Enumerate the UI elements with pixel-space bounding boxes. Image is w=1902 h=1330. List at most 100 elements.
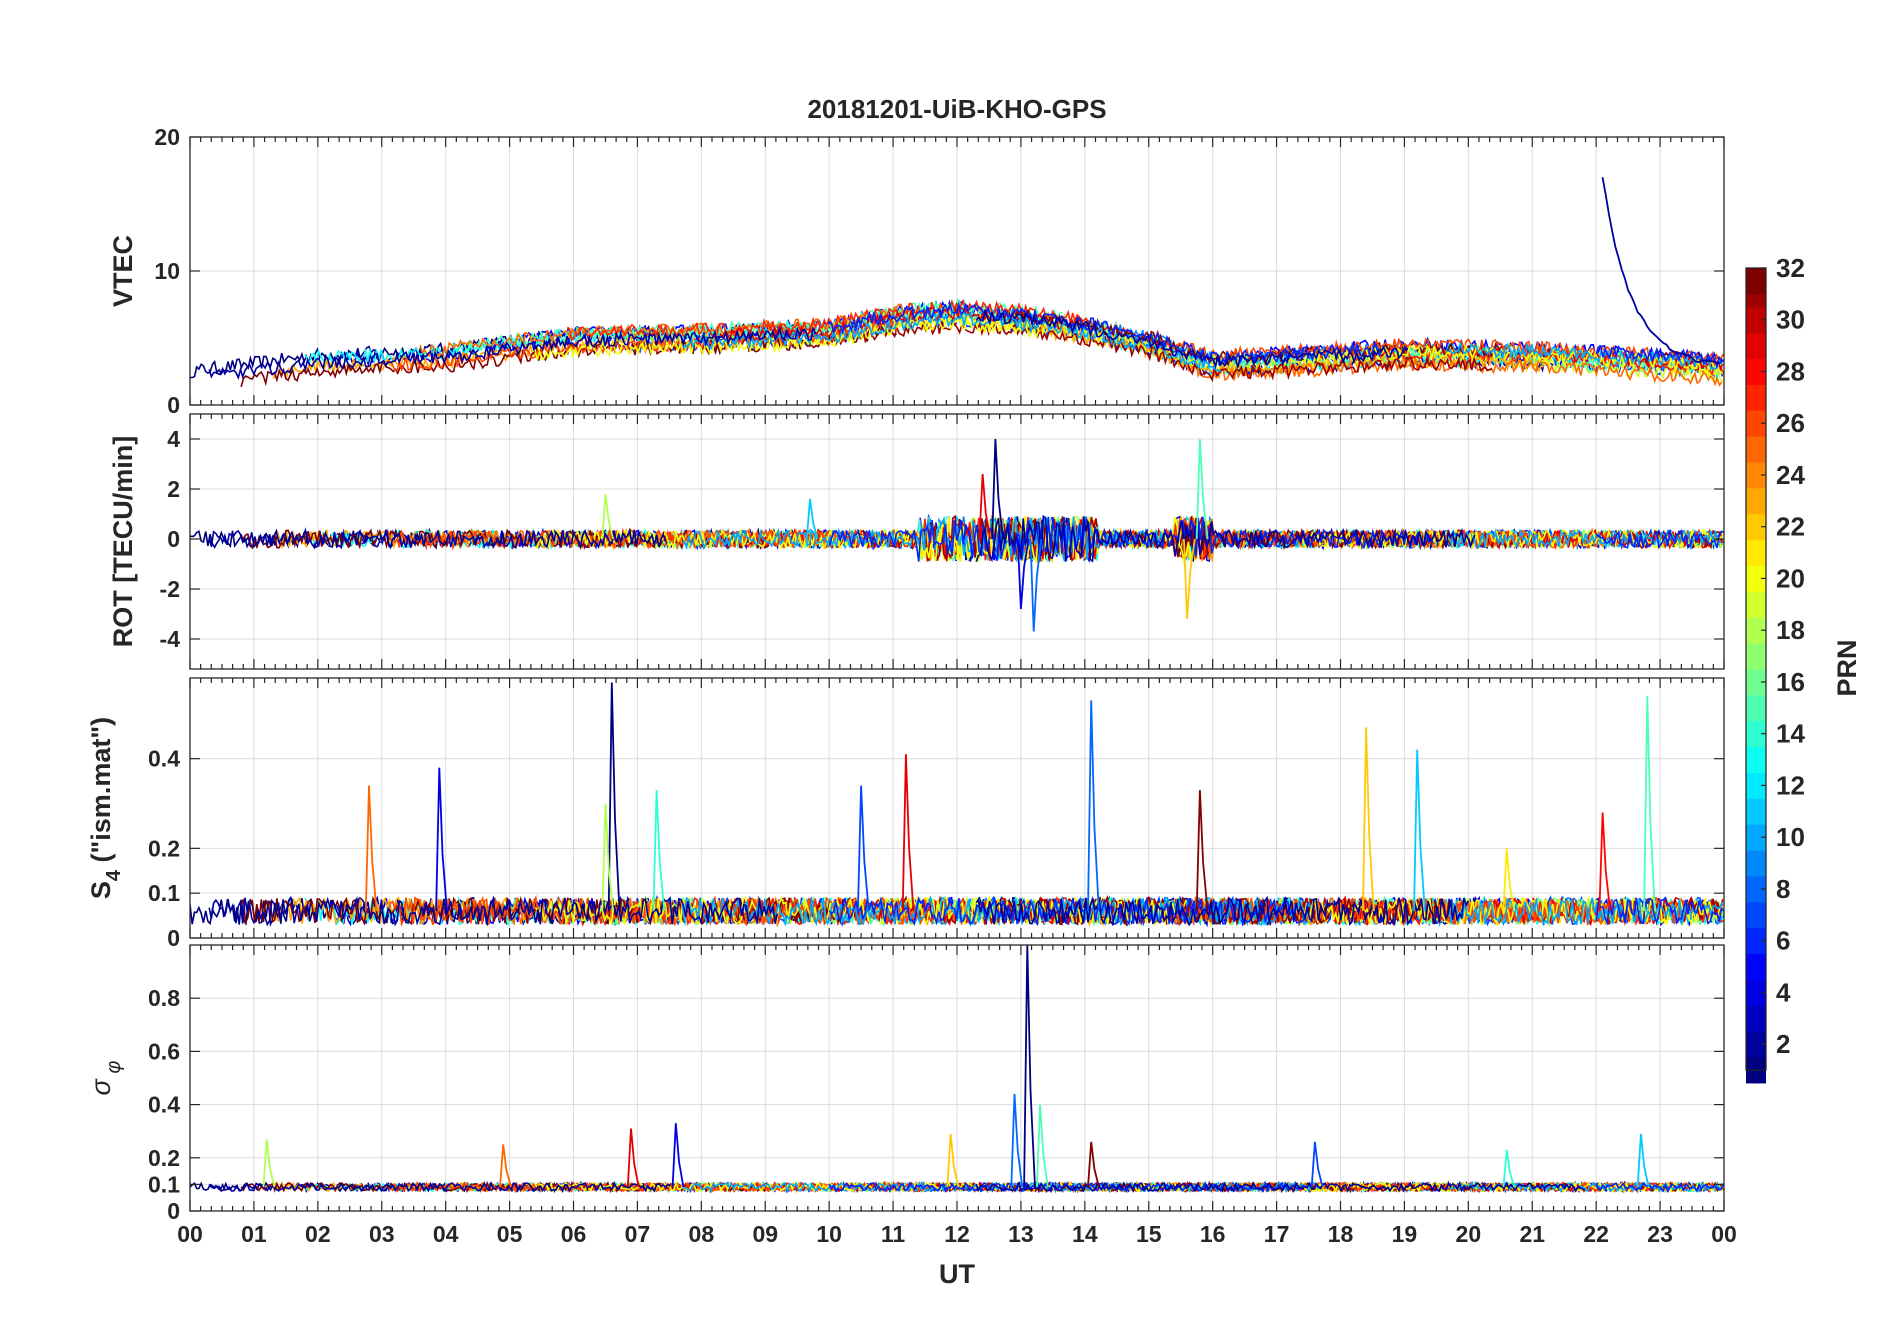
colorbar-tick-label: 16 <box>1776 667 1805 697</box>
y-tick-label: 0.6 <box>148 1038 180 1064</box>
sigma_phi-peak <box>626 1128 640 1188</box>
y-tick-label: 0 <box>167 1198 180 1224</box>
sigma_phi-peak <box>1010 1093 1024 1188</box>
s4-peak <box>1598 812 1612 912</box>
colorbar-step <box>1746 720 1766 748</box>
colorbar-tick-label: 32 <box>1776 253 1805 283</box>
s4-peak <box>364 785 378 912</box>
sigma_phi-peak <box>262 1139 276 1188</box>
x-tick-label: 13 <box>1008 1221 1034 1247</box>
x-tick-label: 19 <box>1392 1221 1418 1247</box>
sigma_phi-peak <box>1023 945 1036 1188</box>
colorbar-step <box>1746 772 1766 799</box>
x-tick-label: 11 <box>881 1221 906 1247</box>
trace-prn-6 <box>1595 344 1724 369</box>
s4-peak <box>1413 749 1426 912</box>
colorbar-step <box>1746 565 1766 592</box>
s4-traces <box>190 682 1724 928</box>
s4-peak <box>601 803 614 912</box>
x-tick-label: 21 <box>1519 1221 1545 1247</box>
trace-prn-2 <box>208 895 779 927</box>
sigma_phi-peak <box>1087 1141 1100 1188</box>
x-tick-label: 22 <box>1583 1221 1609 1247</box>
colorbar-step <box>1746 358 1766 385</box>
x-tick-label: 04 <box>433 1221 459 1247</box>
s4-peak <box>901 754 915 912</box>
vtec-traces <box>190 177 1724 388</box>
trace-prn-2 <box>208 527 667 550</box>
colorbar-step <box>1746 384 1766 411</box>
y-tick-label: 2 <box>167 476 180 502</box>
y-tick-label: 0 <box>167 925 180 951</box>
sigma_phi-peak <box>1036 1104 1049 1188</box>
s4-peak <box>652 790 666 912</box>
colorbar-step <box>1746 1005 1766 1032</box>
chart-title: 20181201-UiB-KHO-GPS <box>807 94 1106 124</box>
colorbar-step <box>1746 746 1766 773</box>
colorbar-step <box>1746 643 1766 670</box>
trace-prn-2 <box>208 325 817 381</box>
y-tick-label: 0.1 <box>148 880 180 906</box>
colorbar-tick-label: 8 <box>1776 874 1790 904</box>
trace-prn-6 <box>828 516 1434 562</box>
colorbar-step <box>1746 306 1766 334</box>
x-tick-label: 15 <box>1136 1221 1162 1247</box>
s4-peak <box>607 682 621 912</box>
x-tick-label: 08 <box>689 1221 715 1247</box>
trace-prn-10 <box>1448 341 1723 370</box>
x-tick-label: 09 <box>752 1221 778 1247</box>
colorbar-step <box>1746 268 1766 295</box>
colorbar-tick-label: 12 <box>1776 770 1805 800</box>
colorbar-tick-label: 6 <box>1776 926 1790 956</box>
x-tick-label: 10 <box>816 1221 842 1247</box>
trace-prn-20 <box>534 315 1041 361</box>
sigma_phi-peak <box>1636 1133 1650 1188</box>
colorbar-step <box>1746 979 1766 1006</box>
panel-sigma_phi: 00.10.2 0.4 0.6 0.8 σ φ <box>86 944 1725 1224</box>
sigma_phi-peak <box>671 1123 685 1188</box>
colorbar-tick-label: 4 <box>1776 977 1791 1007</box>
colorbar-step <box>1746 824 1766 851</box>
panel-vtec: 0 10 20 VTEC <box>108 124 1725 418</box>
colorbar-tick-label: 2 <box>1776 1029 1790 1059</box>
colorbar-tick-label: 22 <box>1776 512 1805 542</box>
y-tick-label: -2 <box>160 576 180 602</box>
rot-peak <box>991 438 1004 540</box>
trace-prn-2 <box>208 1181 671 1193</box>
colorbar-tick-label: 20 <box>1776 563 1805 593</box>
colorbar-step <box>1746 591 1766 618</box>
y-tick-label: 0 <box>167 392 180 418</box>
x-tick-label: 05 <box>497 1221 523 1247</box>
x-tick-label: 20 <box>1456 1221 1482 1247</box>
s4-peak <box>1643 695 1656 912</box>
s4-peak <box>1087 700 1100 912</box>
x-axis-label: UT <box>939 1259 975 1289</box>
colorbar-step <box>1746 798 1766 825</box>
colorbar-label: PRN <box>1832 639 1862 696</box>
rot-traces <box>190 438 1724 632</box>
sigma_phi-peak <box>1310 1141 1324 1188</box>
s4-peak <box>1502 848 1516 912</box>
colorbar-step <box>1746 410 1766 437</box>
trace-prn-2 <box>975 895 1469 927</box>
colorbar-step <box>1746 513 1766 541</box>
y-axis-label: ROT [TECU/min] <box>108 436 138 647</box>
x-tick-label: 00 <box>177 1221 203 1247</box>
colorbar-step <box>1746 953 1766 980</box>
y-axis-label: σ φ <box>86 1061 125 1096</box>
colorbar-step <box>1746 669 1766 696</box>
colorbar-step <box>1746 694 1766 722</box>
y-tick-label: 20 <box>154 124 180 150</box>
s4-peak <box>857 785 870 912</box>
colorbar-step <box>1746 617 1766 644</box>
x-tick-label: 23 <box>1647 1221 1673 1247</box>
colorbar-tick-label: 18 <box>1776 615 1805 645</box>
panel-rot: -4 -2 0 2 4 ROT [TECU/min] <box>108 413 1725 670</box>
x-tick-label: 07 <box>625 1221 651 1247</box>
trace-prn-6 <box>1595 896 1724 926</box>
colorbar-step <box>1746 487 1766 515</box>
colorbar-step <box>1746 875 1766 903</box>
